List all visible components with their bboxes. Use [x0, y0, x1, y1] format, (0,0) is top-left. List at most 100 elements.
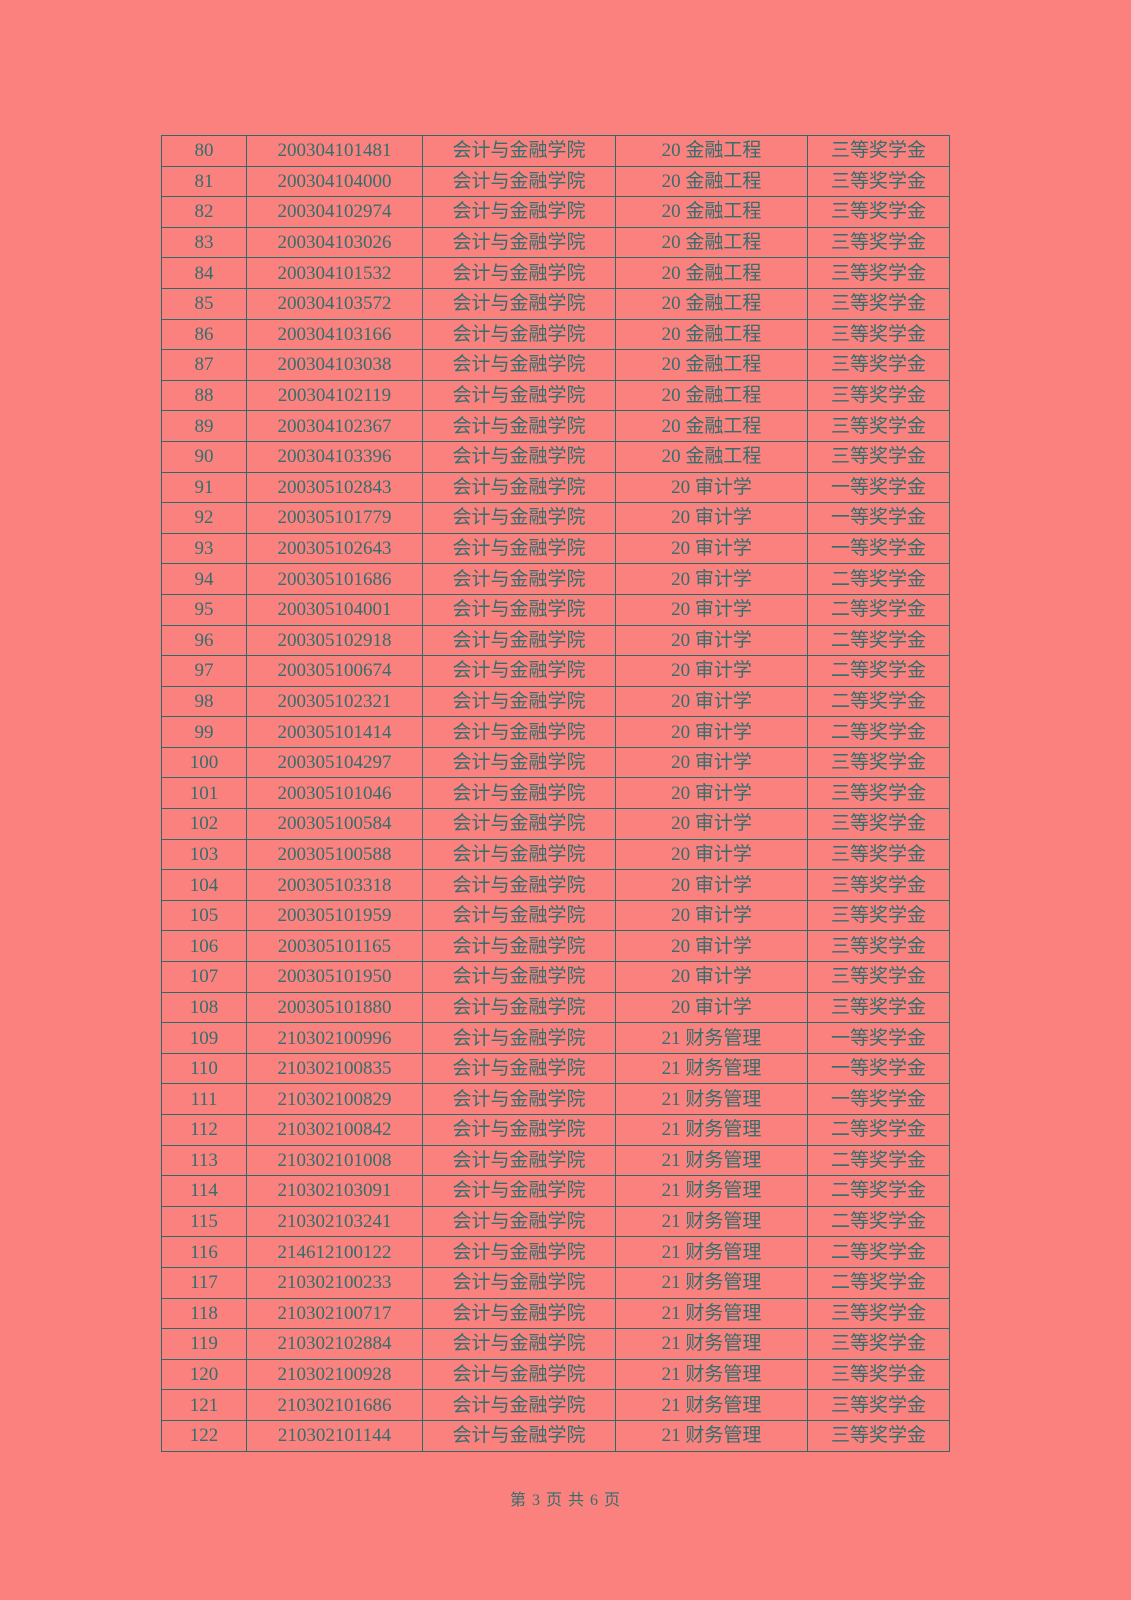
cell-award-level: 三等奖学金 [807, 1328, 950, 1360]
cell-award-level: 三等奖学金 [807, 318, 950, 351]
cell-row-number: 87 [161, 349, 247, 381]
cell-award-level: 三等奖学金 [807, 838, 950, 871]
cell-college: 会计与金融学院 [422, 838, 616, 871]
table-row: 101 200305101046 会计与金融学院 20 审计学 三等奖学金 [161, 777, 950, 810]
cell-student-id: 210302103241 [246, 1205, 423, 1238]
cell-row-number: 122 [161, 1419, 247, 1452]
cell-college: 会计与金融学院 [422, 777, 616, 810]
cell-award-level: 三等奖学金 [807, 226, 950, 259]
cell-row-number: 101 [161, 777, 247, 810]
cell-award-level: 三等奖学金 [807, 869, 950, 901]
cell-major: 20 审计学 [615, 655, 808, 687]
cell-student-id: 200304102974 [246, 196, 423, 228]
table-row: 93 200305102643 会计与金融学院 20 审计学 一等奖学金 [161, 532, 950, 565]
table-row: 88 200304102119 会计与金融学院 20 金融工程 三等奖学金 [161, 379, 950, 412]
cell-major: 20 审计学 [615, 532, 808, 565]
cell-college: 会计与金融学院 [422, 1297, 616, 1330]
cell-major: 20 金融工程 [615, 196, 808, 228]
table-row: 84 200304101532 会计与金融学院 20 金融工程 三等奖学金 [161, 257, 950, 289]
cell-award-level: 三等奖学金 [807, 899, 950, 932]
table-row: 122 210302101144 会计与金融学院 21 财务管理 三等奖学金 [161, 1419, 950, 1452]
cell-award-level: 三等奖学金 [807, 287, 950, 320]
cell-award-level: 一等奖学金 [807, 1083, 950, 1115]
cell-row-number: 108 [161, 991, 247, 1024]
cell-row-number: 82 [161, 196, 247, 228]
cell-college: 会计与金融学院 [422, 226, 616, 259]
cell-student-id: 200305104297 [246, 746, 423, 779]
cell-college: 会计与金融学院 [422, 930, 616, 963]
cell-row-number: 86 [161, 318, 247, 351]
cell-row-number: 120 [161, 1358, 247, 1391]
cell-major: 20 审计学 [615, 502, 808, 534]
cell-award-level: 二等奖学金 [807, 685, 950, 718]
cell-college: 会计与金融学院 [422, 410, 616, 442]
table-row: 118 210302100717 会计与金融学院 21 财务管理 三等奖学金 [161, 1297, 950, 1330]
cell-award-level: 三等奖学金 [807, 961, 950, 993]
cell-row-number: 119 [161, 1328, 247, 1360]
table-row: 90 200304103396 会计与金融学院 20 金融工程 三等奖学金 [161, 440, 950, 473]
cell-student-id: 200304103166 [246, 318, 423, 351]
cell-row-number: 81 [161, 165, 247, 198]
table-row: 95 200305104001 会计与金融学院 20 审计学 二等奖学金 [161, 593, 950, 626]
cell-row-number: 99 [161, 716, 247, 748]
cell-college: 会计与金融学院 [422, 869, 616, 901]
table-row: 109 210302100996 会计与金融学院 21 财务管理 一等奖学金 [161, 1022, 950, 1054]
cell-college: 会计与金融学院 [422, 287, 616, 320]
cell-student-id: 200304103572 [246, 287, 423, 320]
cell-award-level: 二等奖学金 [807, 1236, 950, 1268]
table-row: 92 200305101779 会计与金融学院 20 审计学 一等奖学金 [161, 502, 950, 534]
table-row: 105 200305101959 会计与金融学院 20 审计学 三等奖学金 [161, 899, 950, 932]
cell-major: 21 财务管理 [615, 1083, 808, 1115]
cell-major: 21 财务管理 [615, 1266, 808, 1299]
cell-college: 会计与金融学院 [422, 808, 616, 840]
cell-student-id: 200305102321 [246, 685, 423, 718]
cell-major: 21 财务管理 [615, 1328, 808, 1360]
cell-student-id: 200305101950 [246, 961, 423, 993]
table-row: 114 210302103091 会计与金融学院 21 财务管理 二等奖学金 [161, 1175, 950, 1207]
cell-row-number: 90 [161, 440, 247, 473]
cell-college: 会计与金融学院 [422, 1083, 616, 1115]
cell-award-level: 三等奖学金 [807, 991, 950, 1024]
cell-award-level: 三等奖学金 [807, 746, 950, 779]
cell-award-level: 三等奖学金 [807, 1358, 950, 1391]
cell-college: 会计与金融学院 [422, 349, 616, 381]
cell-major: 20 审计学 [615, 593, 808, 626]
cell-row-number: 114 [161, 1175, 247, 1207]
cell-award-level: 三等奖学金 [807, 440, 950, 473]
cell-award-level: 三等奖学金 [807, 1297, 950, 1330]
cell-award-level: 三等奖学金 [807, 135, 950, 167]
table-row: 103 200305100588 会计与金融学院 20 审计学 三等奖学金 [161, 838, 950, 871]
table-row: 96 200305102918 会计与金融学院 20 审计学 二等奖学金 [161, 624, 950, 657]
cell-student-id: 200305102643 [246, 532, 423, 565]
cell-major: 20 审计学 [615, 930, 808, 963]
cell-award-level: 三等奖学金 [807, 410, 950, 442]
cell-major: 20 审计学 [615, 808, 808, 840]
cell-row-number: 98 [161, 685, 247, 718]
cell-row-number: 83 [161, 226, 247, 259]
cell-student-id: 200305104001 [246, 593, 423, 626]
cell-row-number: 112 [161, 1114, 247, 1146]
table-row: 99 200305101414 会计与金融学院 20 审计学 二等奖学金 [161, 716, 950, 748]
cell-student-id: 214612100122 [246, 1236, 423, 1268]
scholarship-table: 80 200304101481 会计与金融学院 20 金融工程 三等奖学金 81 20030… [161, 135, 950, 1452]
table-row: 104 200305103318 会计与金融学院 20 审计学 三等奖学金 [161, 869, 950, 901]
cell-college: 会计与金融学院 [422, 961, 616, 993]
cell-student-id: 200305102918 [246, 624, 423, 657]
cell-college: 会计与金融学院 [422, 1175, 616, 1207]
cell-student-id: 200305100674 [246, 655, 423, 687]
cell-college: 会计与金融学院 [422, 1236, 616, 1268]
table-row: 108 200305101880 会计与金融学院 20 审计学 三等奖学金 [161, 991, 950, 1024]
scholarship-table-body: 80 200304101481 会计与金融学院 20 金融工程 三等奖学金 81 20030… [161, 135, 950, 1452]
cell-row-number: 110 [161, 1052, 247, 1085]
cell-row-number: 97 [161, 655, 247, 687]
table-row: 83 200304103026 会计与金融学院 20 金融工程 三等奖学金 [161, 226, 950, 259]
cell-student-id: 200305101686 [246, 563, 423, 595]
cell-major: 21 财务管理 [615, 1175, 808, 1207]
cell-student-id: 200305101414 [246, 716, 423, 748]
cell-row-number: 91 [161, 471, 247, 504]
cell-award-level: 三等奖学金 [807, 1389, 950, 1421]
cell-major: 20 审计学 [615, 471, 808, 504]
cell-college: 会计与金融学院 [422, 1144, 616, 1177]
cell-award-level: 一等奖学金 [807, 1052, 950, 1085]
table-row: 121 210302101686 会计与金融学院 21 财务管理 三等奖学金 [161, 1389, 950, 1421]
